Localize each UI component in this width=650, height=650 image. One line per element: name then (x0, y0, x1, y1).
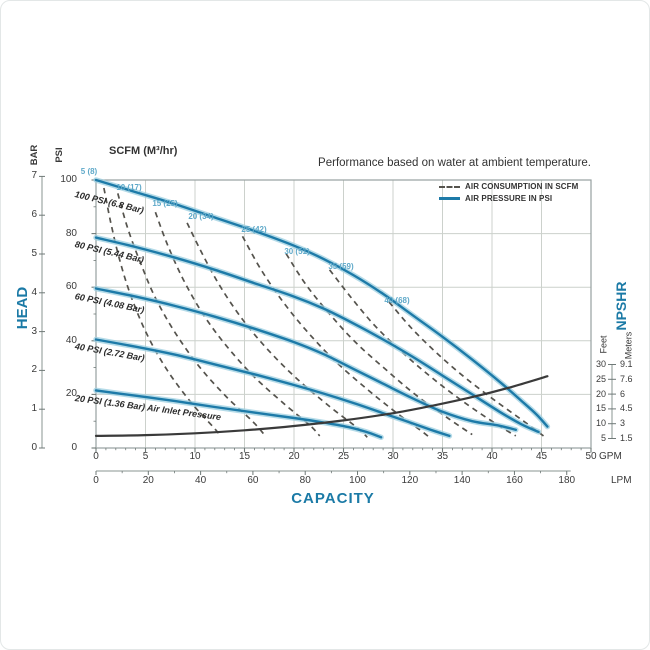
psi-unit-label: PSI (53, 147, 65, 163)
npshr-feet-tick-label: 25 (595, 373, 606, 384)
bar-tick-label: 7 (31, 170, 37, 182)
dashed-line-swatch (439, 185, 460, 188)
scfm-consumption-label-5: 5 (8) (80, 167, 98, 176)
npshr-curve (94, 375, 549, 437)
lpm-tick-label: 80 (299, 475, 311, 486)
bar-tick-label: 3 (31, 325, 37, 337)
psi-tick-label: 0 (71, 442, 77, 453)
lpm-tick-label: 140 (453, 475, 471, 486)
npshr-feet-tick-label: 5 (600, 433, 606, 443)
gpm-tick-label: 35 (436, 451, 449, 462)
capacity-axis-title: CAPACITY (291, 490, 375, 507)
gpm-tick-label: 10 (189, 451, 201, 462)
scfm-consumption-label-40: 40 (68) (384, 296, 410, 305)
gpm-tick-label: 5 (142, 451, 149, 462)
legend-item-air-pressure: AIR PRESSURE IN PSI (439, 193, 578, 204)
bar-tick-label: 5 (31, 248, 37, 259)
gpm-tick-label: 30 (387, 451, 399, 462)
npshr-meters-tick-label: 4.5 (620, 403, 633, 414)
bar-tick-label: 0 (31, 442, 37, 453)
gpm-tick-label: 20 (288, 451, 300, 462)
lpm-tick-label: 180 (558, 475, 576, 486)
legend-label: AIR CONSUMPTION IN SCFM (465, 182, 579, 191)
npshr-meters-tick-label: 6 (620, 388, 626, 399)
lpm-tick-label: 120 (401, 475, 419, 486)
legend: AIR CONSUMPTION IN SCFM AIR PRESSURE IN … (439, 181, 578, 204)
npshr-feet-tick-label: 10 (595, 418, 606, 429)
gpm-tick-label: 25 (337, 451, 350, 462)
npshr-feet-tick-label: 20 (595, 388, 606, 399)
npshr-meters-tick-label: 7.6 (620, 373, 633, 384)
bar-tick-label: 4 (31, 286, 37, 298)
gpm-tick-label: 40 (486, 451, 498, 462)
psi-tick-label: 40 (65, 334, 77, 346)
bar-tick-label: 2 (31, 364, 37, 376)
lpm-tick-label: 60 (247, 475, 259, 486)
lpm-tick-label: 20 (142, 475, 154, 486)
legend-item-air-consumption: AIR CONSUMPTION IN SCFM (439, 181, 578, 192)
gpm-tick-label: 45 (535, 451, 548, 462)
lpm-unit-label: LPM (611, 475, 632, 486)
gpm-tick-label: 15 (238, 451, 251, 462)
psi-tick-label: 20 (65, 388, 77, 400)
air-consumption-curve-5-scfm (103, 187, 222, 437)
lpm-tick-label: 100 (349, 475, 366, 486)
performance-note: Performance based on water at ambient te… (318, 157, 591, 169)
solid-line-swatch (439, 197, 460, 200)
air-pressure-curve-100-psi (94, 178, 549, 428)
scfm-axis-header: SCFM (M³/hr) (109, 145, 178, 157)
npshr-meters-tick-label: 1.5 (620, 433, 633, 443)
legend-label: AIR PRESSURE IN PSI (465, 194, 553, 203)
bar-tick-label: 1 (31, 403, 37, 415)
npshr-feet-tick-label: 15 (595, 403, 606, 414)
air-consumption-curve-20-scfm (186, 222, 368, 438)
psi-tick-label: 80 (65, 227, 77, 239)
lpm-tick-label: 160 (506, 475, 523, 486)
psi-tick-label: 60 (65, 281, 77, 293)
air-pressure-curve-60-psi (94, 287, 517, 431)
air-consumption-curve-40-scfm (388, 301, 544, 437)
air-consumption-curve-10-scfm (116, 193, 265, 436)
air-pressure-curve-20-psi (94, 389, 383, 439)
scfm-consumption-label-30: 30 (51) (284, 247, 310, 256)
air-consumption-curve-35-scfm (328, 269, 517, 437)
gpm-unit-label: GPM (599, 451, 622, 462)
gpm-tick-label: 50 (585, 451, 597, 462)
npshr-meters-tick-label: 9.1 (620, 359, 633, 369)
air-consumption-curve-30-scfm (285, 253, 473, 436)
psi-tick-label: 100 (60, 174, 77, 185)
lpm-tick-label: 40 (195, 475, 207, 486)
gpm-tick-label: 0 (93, 451, 99, 462)
scfm-consumption-label-25: 25 (42) (241, 225, 267, 234)
scfm-consumption-label-15: 15 (25) (152, 199, 178, 208)
bar-tick-label: 6 (31, 209, 37, 221)
scfm-consumption-label-10: 10 (17) (116, 183, 142, 192)
npshr-feet-tick-label: 30 (595, 359, 606, 369)
lpm-tick-label: 0 (93, 475, 99, 486)
air-pressure-curve-80-psi (94, 236, 540, 434)
scfm-consumption-label-35: 35 (59) (328, 262, 354, 271)
bar-unit-label: BAR (28, 144, 40, 166)
scfm-consumption-label-20: 20 (34) (188, 212, 214, 221)
npshr-meters-tick-label: 3 (620, 418, 626, 429)
air-pressure-curve-40-psi (94, 338, 451, 438)
